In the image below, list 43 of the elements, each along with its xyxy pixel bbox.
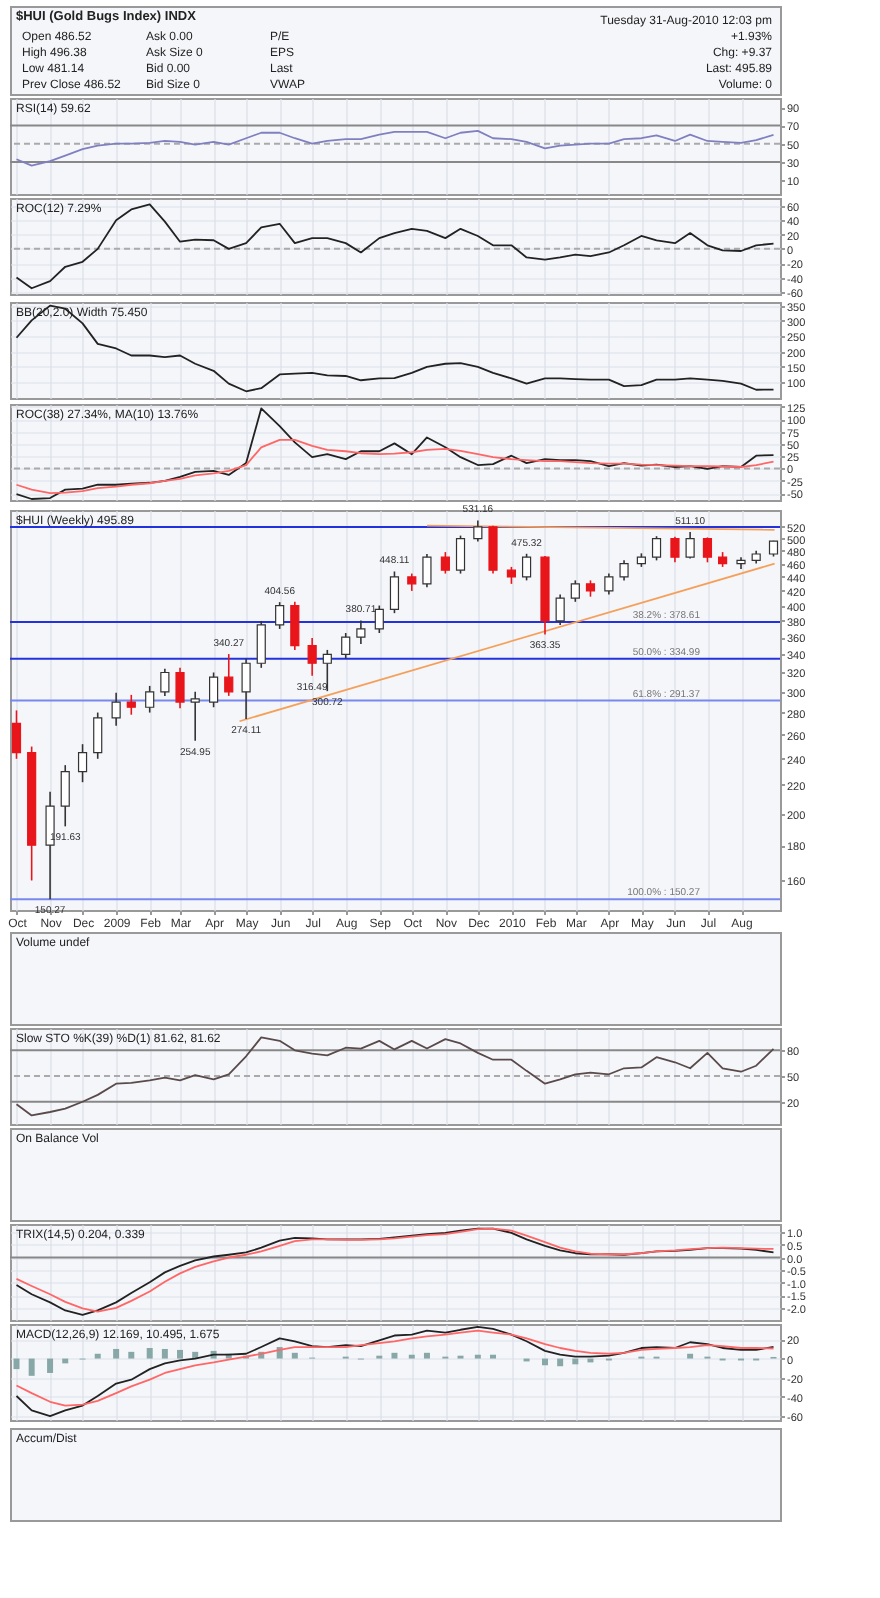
candlestick: [241, 657, 251, 720]
candlestick: [604, 572, 614, 596]
candlestick: [256, 620, 266, 669]
candlestick: [77, 743, 88, 783]
candlestick: [160, 667, 170, 697]
candlestick: [702, 536, 713, 564]
line-series: [15, 1329, 775, 1407]
candlestick: [455, 534, 466, 575]
candlestick: [356, 619, 366, 645]
candlestick: [145, 685, 155, 714]
candlestick: [60, 764, 70, 828]
candlestick: [488, 524, 498, 575]
line-series: [15, 130, 775, 167]
candlestick: [275, 601, 285, 630]
candlestick: [422, 553, 432, 589]
candlestick: [555, 593, 565, 626]
candlestick: [190, 691, 200, 742]
line-series: [15, 203, 775, 290]
candlestick: [209, 671, 219, 709]
candlestick: [307, 637, 317, 677]
candlestick: [473, 519, 483, 543]
candlestick: [619, 559, 629, 582]
candlestick: [374, 604, 384, 634]
candlestick: [175, 667, 185, 710]
line-series: [15, 1036, 775, 1117]
candlestick: [651, 535, 662, 562]
candlestick: [521, 552, 532, 582]
line-series: [15, 439, 775, 495]
candlestick: [570, 579, 580, 603]
candlestick: [389, 570, 400, 614]
candlestick: [93, 711, 103, 760]
candlestick: [111, 692, 121, 727]
candlestick: [290, 601, 300, 651]
line-series: [15, 1325, 775, 1418]
candlestick: [685, 531, 695, 560]
candlestick: [11, 709, 22, 760]
line-series: [15, 407, 775, 500]
candlestick: [440, 551, 450, 575]
candlestick: [341, 632, 351, 660]
candlestick: [126, 694, 136, 716]
candlestick: [224, 653, 234, 697]
candlestick: [670, 536, 680, 564]
line-series: [15, 304, 775, 393]
